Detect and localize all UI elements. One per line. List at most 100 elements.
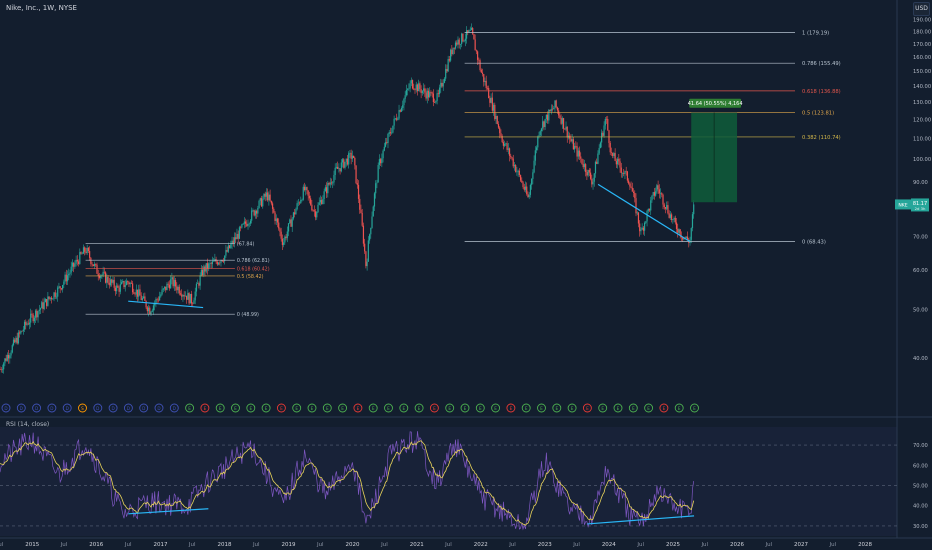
- candle-body: [653, 192, 656, 196]
- candle-body: [527, 194, 529, 198]
- event-marker: [47, 403, 57, 413]
- rsi-trendline: [587, 515, 695, 525]
- candle-body: [145, 300, 147, 308]
- event-marker: [552, 403, 562, 413]
- candle-body: [469, 30, 471, 31]
- candle-body: [230, 244, 232, 248]
- candle-body: [383, 146, 385, 151]
- candle-body: [637, 212, 640, 224]
- candle-body: [616, 158, 619, 165]
- candle-body: [411, 80, 414, 89]
- ticker-badge-label: NKE: [898, 202, 907, 208]
- rsi-indicator-title[interactable]: RSI (14, close): [6, 421, 50, 428]
- fib-minor-label: 0.786 (62.81): [237, 258, 270, 264]
- event-marker: [154, 403, 164, 413]
- candle-body: [132, 283, 134, 293]
- candle-body: [548, 109, 550, 121]
- time-tick-label: Jul: [316, 542, 324, 548]
- candle-body: [232, 240, 234, 244]
- candle-body: [603, 125, 605, 136]
- candle-body: [492, 104, 495, 111]
- event-marker-label: E: [494, 406, 497, 411]
- candle-body: [604, 118, 606, 126]
- candle-body: [371, 216, 373, 228]
- candle-body: [682, 237, 684, 240]
- candle-body: [454, 42, 457, 49]
- candle-body: [389, 132, 392, 134]
- candle-body: [373, 193, 376, 207]
- price-tick-label: 170.00: [913, 42, 931, 48]
- price-tick-label: 60.00: [913, 268, 928, 274]
- candle-body: [278, 222, 280, 229]
- candle-body: [0, 369, 1, 370]
- candle-body: [468, 30, 470, 33]
- candle-body: [281, 238, 283, 245]
- candle-body: [531, 178, 533, 185]
- candle-body: [335, 166, 338, 168]
- fib-level-label: 1 (179.19): [802, 30, 829, 36]
- candle-body: [204, 266, 206, 272]
- event-marker: [215, 403, 225, 413]
- candle-body: [46, 299, 48, 306]
- candle-body: [93, 263, 96, 266]
- candle-body: [182, 295, 184, 297]
- candle-body: [517, 170, 519, 172]
- candle-body: [63, 281, 65, 285]
- event-marker: [169, 403, 179, 413]
- candle-body: [635, 198, 637, 214]
- candle-body: [306, 187, 308, 191]
- candle-body: [628, 180, 630, 184]
- candle-body: [3, 363, 5, 370]
- candle-body: [630, 186, 632, 188]
- currency-button[interactable]: USD: [913, 2, 930, 16]
- candle-body: [400, 107, 403, 112]
- price-tick-label: 130.00: [913, 100, 931, 106]
- candle-body: [71, 262, 74, 267]
- candle-body: [190, 293, 193, 304]
- chart-title: Nike, Inc., 1W, NYSE: [6, 4, 77, 12]
- candle-body: [252, 210, 254, 211]
- candle-body: [451, 49, 453, 55]
- event-marker: [32, 403, 42, 413]
- candle-body: [392, 125, 394, 133]
- candle-body: [322, 198, 324, 205]
- event-marker: [460, 403, 470, 413]
- candle-body: [264, 193, 266, 197]
- price-tick-label: 160.00: [913, 55, 931, 61]
- fib-minor-label: 0.5 (58.42): [237, 274, 264, 280]
- candle-body: [333, 175, 335, 183]
- candle-body: [203, 266, 205, 276]
- candle-body: [659, 193, 662, 194]
- candle-body: [456, 42, 458, 45]
- candle-body: [87, 247, 90, 252]
- candle-body: [156, 299, 158, 300]
- rsi-trendline: [128, 508, 209, 515]
- candle-body: [641, 227, 643, 230]
- candle-body: [368, 234, 371, 241]
- candle-body: [236, 233, 238, 240]
- candle-body: [201, 269, 204, 276]
- candle-body: [639, 223, 641, 232]
- candle-body: [360, 209, 362, 213]
- candle-body: [44, 299, 47, 303]
- candle-body: [671, 214, 673, 221]
- candle-body: [376, 182, 378, 184]
- event-marker: [353, 403, 363, 413]
- candle-body: [504, 144, 506, 146]
- candle-body: [402, 105, 404, 108]
- price-tick-label: 150.00: [913, 69, 931, 75]
- event-marker: [537, 403, 546, 413]
- candle-body: [550, 108, 552, 112]
- candle-body: [619, 161, 621, 168]
- rsi-line: [0, 431, 695, 531]
- candle-body: [607, 119, 609, 131]
- candle-body: [378, 159, 380, 165]
- last-price-badge: [911, 198, 929, 212]
- candle-body: [437, 93, 439, 95]
- candle-body: [513, 165, 516, 167]
- candle-body: [97, 273, 99, 276]
- candle-body: [289, 219, 291, 224]
- candle-body: [308, 195, 311, 199]
- candle-body: [511, 157, 513, 159]
